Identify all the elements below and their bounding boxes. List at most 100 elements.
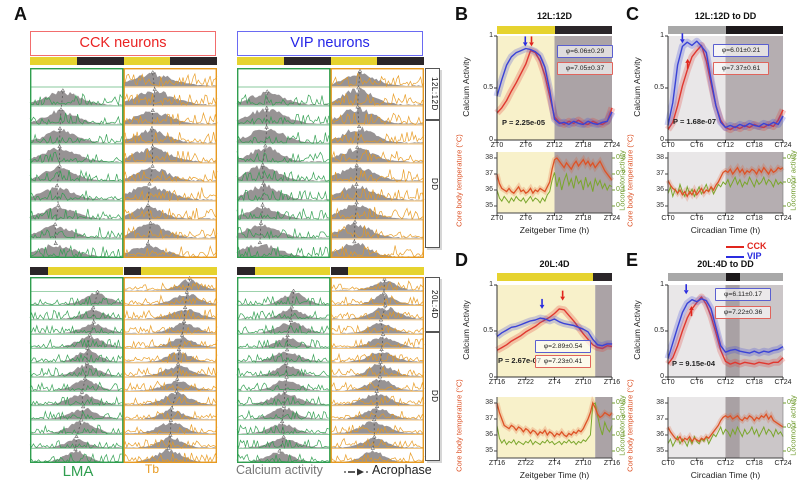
panel-d-pvalue: P = 2.67e-07 xyxy=(498,356,542,365)
calcium-mound xyxy=(330,306,424,320)
calcium-mound xyxy=(30,420,124,434)
acrophase-marker xyxy=(145,241,151,245)
loco-ytick: 0.2 xyxy=(787,153,797,161)
lma-trace xyxy=(29,338,122,349)
acrophase-arrow-head xyxy=(529,42,534,47)
panel-d-temp-ylabel: Core body temperature (°C) xyxy=(454,379,464,472)
acrophase-arrow-head xyxy=(683,290,689,295)
calcium-xtick: CT18 xyxy=(745,142,763,149)
light-bar-segment xyxy=(237,267,255,275)
temperature-trace xyxy=(667,166,784,198)
calcium-ytick: 0 xyxy=(489,135,493,143)
light-bar-segment xyxy=(47,267,124,275)
acrophase-marker xyxy=(57,144,62,149)
acrophase-marker xyxy=(79,417,84,422)
calcium-xtick: ZT10 xyxy=(575,379,592,386)
acrophase-arrow-head xyxy=(539,304,545,309)
calcium-mound xyxy=(30,437,124,448)
calcium-mound xyxy=(330,242,424,258)
light-bar-segment xyxy=(497,273,593,281)
acrophase-marker xyxy=(354,182,359,186)
acrophase-marker xyxy=(73,446,78,451)
calcium-trace xyxy=(667,40,784,129)
panel-e-pvalue: P = 9.15e-04 xyxy=(672,359,716,368)
tb-trace xyxy=(330,245,425,258)
tb-trace xyxy=(330,188,425,201)
acrophase-marker xyxy=(261,181,266,186)
calcium-mound xyxy=(30,449,124,463)
acrophase-marker xyxy=(149,126,155,131)
calcium-xtick: CT0 xyxy=(661,379,675,386)
acrophase-marker xyxy=(354,163,359,167)
panel-b-title: 12L:12D xyxy=(536,11,572,21)
cck-line-icon xyxy=(726,245,744,248)
calcium-xtick: CT6 xyxy=(690,142,704,149)
light-bar-segment xyxy=(377,57,424,65)
lma-trace xyxy=(29,244,122,258)
calcium-mound xyxy=(30,379,124,391)
tb-trace xyxy=(330,92,425,106)
temp-ytick: 35 xyxy=(656,446,664,454)
acrophase-marker xyxy=(91,319,96,324)
physio-xtick: CT0 xyxy=(661,460,675,467)
calcium-mound xyxy=(237,146,331,163)
acrophase-marker xyxy=(150,108,155,113)
acrophase-marker xyxy=(52,221,58,226)
acrophase-marker xyxy=(166,446,171,450)
calcium-mound xyxy=(330,165,424,182)
acrophase-marker xyxy=(277,448,282,453)
calcium-mound xyxy=(123,279,217,291)
light-bar-segment xyxy=(725,273,740,281)
physio-xtick: ZT10 xyxy=(575,460,592,467)
calcium-mound xyxy=(330,204,424,220)
calcium-xtick: CT6 xyxy=(690,379,704,386)
calcium-mound xyxy=(237,380,331,391)
calcium-mound xyxy=(123,322,217,334)
tb-trace xyxy=(123,308,218,320)
calcium-xtick: CT24 xyxy=(774,379,792,386)
lma-box xyxy=(29,67,124,259)
calcium-ytick: 0 xyxy=(489,372,493,380)
tb-trace xyxy=(330,206,425,221)
calcium-mound xyxy=(330,126,424,144)
physio-xtick: ZT16 xyxy=(488,460,506,467)
tb-trace xyxy=(330,310,425,320)
physio-xtick: ZT24 xyxy=(603,215,621,222)
tb-trace xyxy=(330,337,425,349)
acrophase-marker xyxy=(356,124,362,128)
acrophase-marker xyxy=(54,183,60,188)
tb-trace xyxy=(123,366,218,377)
light-bar-segment xyxy=(123,267,142,275)
legend-cck: CCK xyxy=(726,242,767,251)
light-bar-segment xyxy=(330,267,349,275)
acrophase-marker xyxy=(352,239,357,244)
acrophase-arrow-head xyxy=(560,296,566,301)
acrophase-arrow-head xyxy=(522,42,528,47)
light-bar-segment xyxy=(283,57,331,65)
tb-trace xyxy=(330,112,425,125)
acrophase-marker xyxy=(378,360,383,364)
calcium-mound xyxy=(237,108,331,125)
calcium-mound xyxy=(237,392,331,406)
light-bar-segment xyxy=(668,26,726,34)
lma-trace xyxy=(236,208,329,221)
acrophase-marker xyxy=(85,345,90,350)
acrophase-marker xyxy=(87,332,93,337)
lma-trace xyxy=(236,339,329,349)
physio-xtick: CT24 xyxy=(774,460,792,467)
calcium-mound xyxy=(30,407,124,420)
loco-ytick: 0.1 xyxy=(787,422,797,430)
panel-c-physio-plot xyxy=(665,152,786,216)
calcium-mound xyxy=(237,244,331,258)
temp-ytick: 37 xyxy=(485,169,493,177)
lma-label: LMA xyxy=(62,463,94,480)
physio-xtick: ZT16 xyxy=(603,460,621,467)
acrophase-marker xyxy=(263,143,268,148)
panel-c-label: C xyxy=(626,4,639,24)
acrophase-marker xyxy=(95,289,100,294)
acrophase-marker xyxy=(80,404,86,409)
calcium-ytick: 0 xyxy=(660,135,664,143)
acrophase-marker xyxy=(58,107,64,111)
acrophase-marker xyxy=(291,288,296,293)
calcium-mound xyxy=(123,449,217,463)
